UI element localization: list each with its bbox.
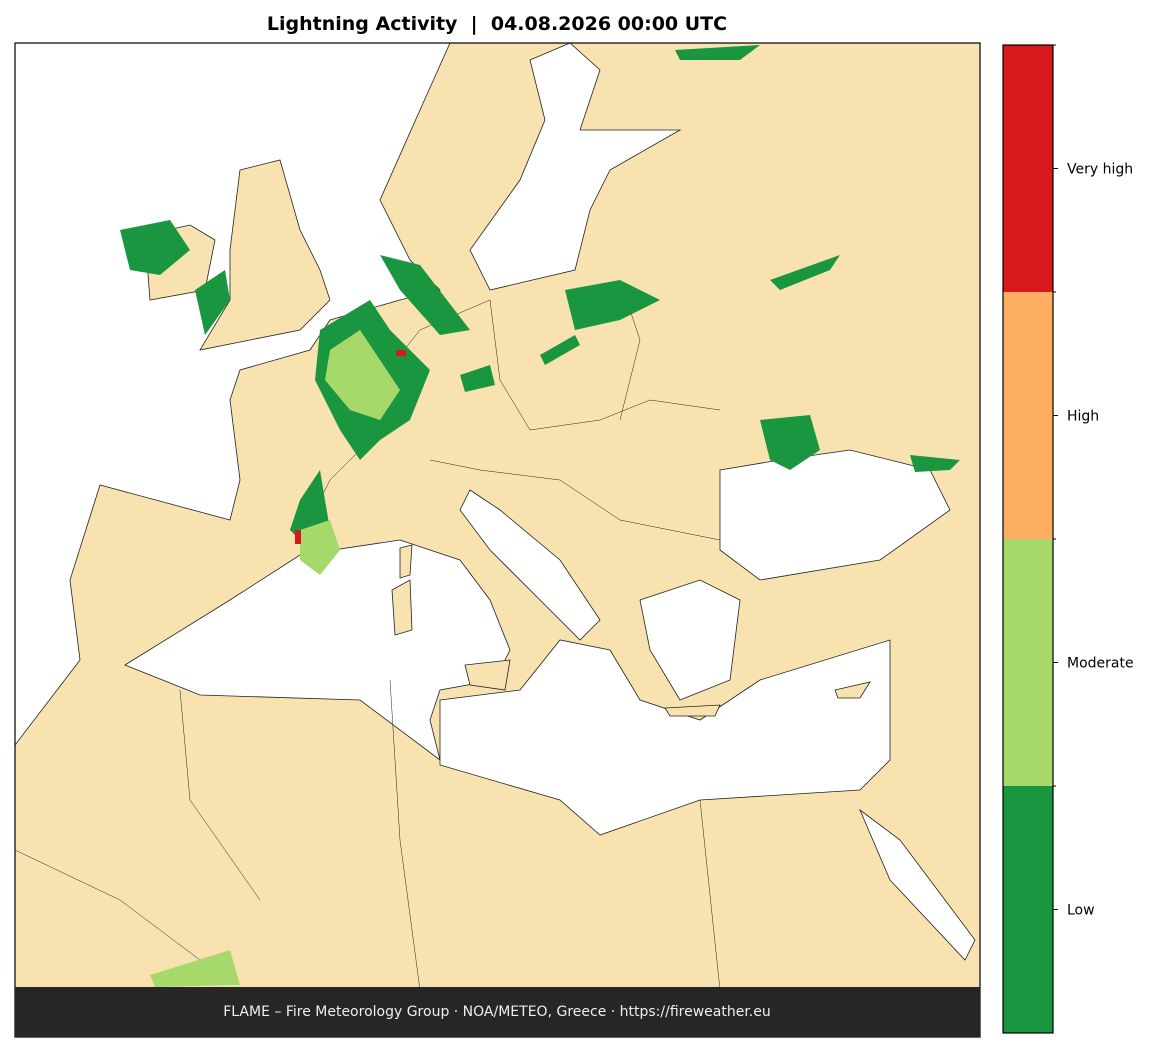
colorbar-label: Low — [1067, 903, 1095, 919]
colorbar-label: High — [1067, 409, 1099, 425]
colorbar-label: Moderate — [1067, 656, 1134, 672]
colorbar-segment — [1003, 539, 1053, 786]
colorbar-segment — [1003, 292, 1053, 539]
footer-bar — [15, 987, 980, 1037]
map-title: Lightning Activity | 04.08.2026 00:00 UT… — [267, 13, 727, 35]
colorbar-frame — [1002, 44, 1054, 1034]
colorbar: Low Moderate High Very high — [1002, 44, 1134, 1034]
footer-text: FLAME – Fire Meteorology Group · NOA/MET… — [223, 1004, 771, 1020]
colorbar-segment — [1003, 45, 1053, 292]
lightning-cells — [120, 45, 960, 987]
map: FLAME – Fire Meteorology Group · NOA/MET… — [14, 42, 981, 1038]
colorbar-label: Very high — [1067, 162, 1133, 178]
colorbar-segment — [1003, 786, 1053, 1033]
seas — [15, 43, 976, 961]
